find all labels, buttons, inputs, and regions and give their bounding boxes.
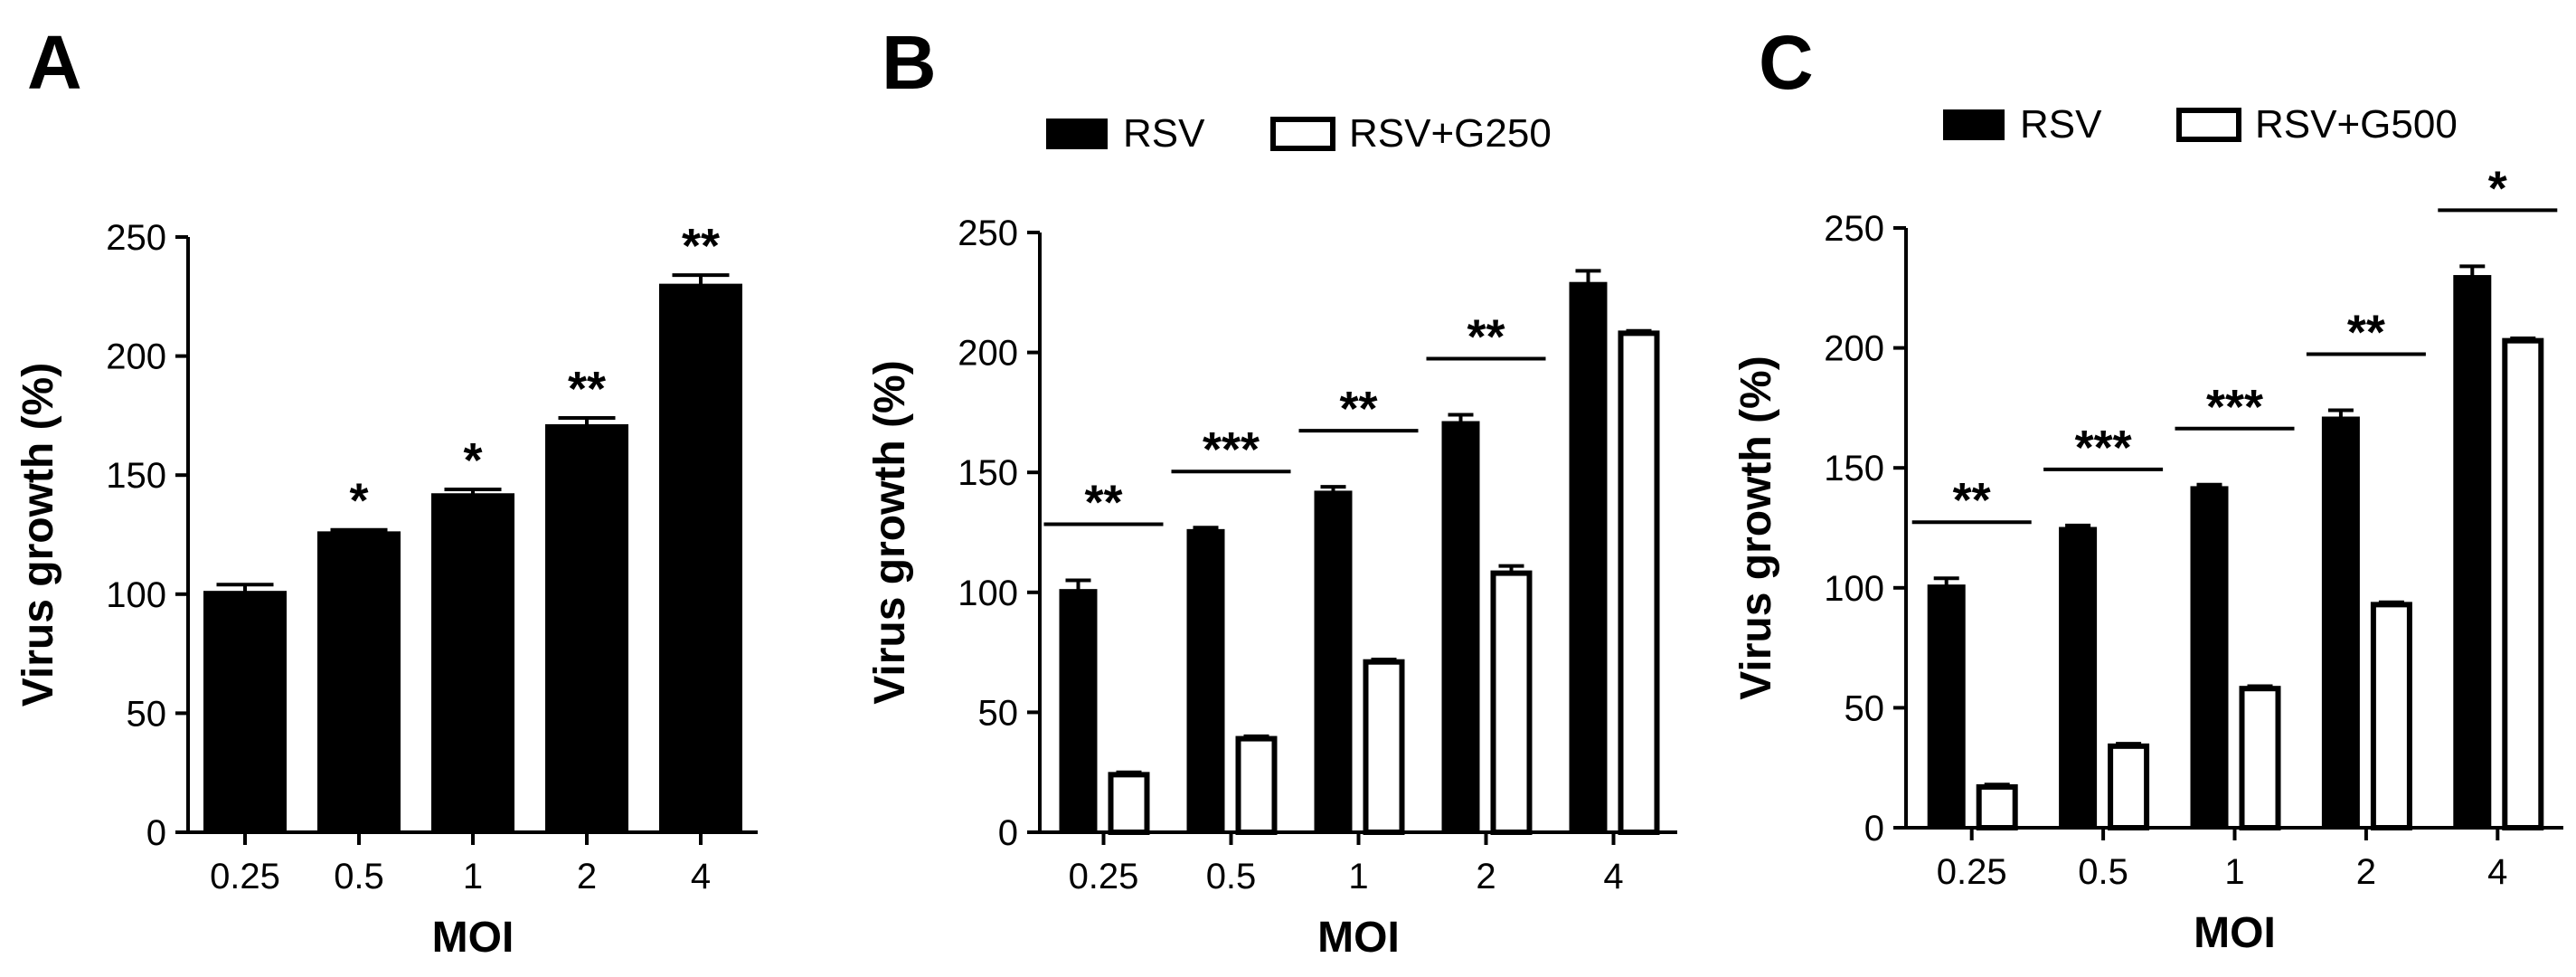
x-tick-label: 2 xyxy=(2356,852,2376,892)
y-tick-label: 150 xyxy=(106,456,166,496)
bar-rsv xyxy=(1186,528,1225,834)
significance-marker: ** xyxy=(2347,306,2385,360)
y-tick-label: 0 xyxy=(998,813,1018,853)
legend-swatch xyxy=(1270,117,1335,151)
bar-rsv-g250 xyxy=(1618,330,1660,836)
significance-marker: * xyxy=(2488,161,2507,215)
legend-label: RSV xyxy=(1123,111,1205,156)
significance-marker: *** xyxy=(2075,421,2132,475)
panel-letter: A xyxy=(27,20,82,105)
y-tick-label: 100 xyxy=(958,574,1018,613)
y-axis-label: Virus growth (%) xyxy=(1732,356,1780,699)
panel-b: B 0 50 100 150 200 250 Virus growth (%) MOI 0.25 *… xyxy=(866,20,1677,962)
y-tick-label: 100 xyxy=(1824,569,1884,609)
y-tick-label: 150 xyxy=(1824,449,1884,488)
panel-c: C 0 50 100 150 200 250 Virus growth (%) MOI 0.25 *… xyxy=(1732,20,2563,957)
x-tick-label: 4 xyxy=(2487,852,2507,892)
x-axis-label: MOI xyxy=(1317,914,1400,962)
y-tick-label: 250 xyxy=(106,218,166,258)
y-tick-label: 50 xyxy=(127,694,167,734)
legend-label: RSV+G250 xyxy=(1349,111,1552,156)
significance-marker: *** xyxy=(2206,380,2263,434)
bar-rsv-g500 xyxy=(2239,686,2281,831)
significance-marker: ** xyxy=(1953,473,1991,527)
legend-swatch xyxy=(1943,109,2005,140)
y-tick-label: 200 xyxy=(106,337,166,377)
y-axis-label: Virus growth (%) xyxy=(866,360,914,704)
x-tick-label: 1 xyxy=(1348,857,1368,896)
bar-rsv xyxy=(1314,490,1353,834)
x-tick-label: 0.5 xyxy=(334,857,384,896)
significance-marker: ** xyxy=(682,219,720,273)
x-tick-label: 0.5 xyxy=(1206,857,1257,896)
y-tick-label: 0 xyxy=(1864,809,1884,849)
bar-value xyxy=(431,493,514,833)
x-tick-label: 1 xyxy=(2224,852,2244,892)
bar-rsv-g250 xyxy=(1108,772,1150,835)
y-tick-label: 200 xyxy=(1824,329,1884,369)
x-tick-label: 4 xyxy=(1603,857,1623,896)
bar-rsv-g250 xyxy=(1490,570,1533,835)
bar-rsv xyxy=(1569,281,1608,833)
y-tick-label: 250 xyxy=(958,213,1018,253)
y-tick-label: 200 xyxy=(958,334,1018,374)
y-tick-label: 50 xyxy=(1845,688,1885,728)
x-tick-label: 0.25 xyxy=(1069,857,1139,896)
legend-swatch xyxy=(2176,108,2241,142)
y-tick-label: 50 xyxy=(978,693,1019,733)
bar-rsv-g250 xyxy=(1363,659,1405,836)
significance-marker: ** xyxy=(1084,476,1122,530)
bar-value xyxy=(203,591,287,834)
bar-rsv xyxy=(2321,416,2360,829)
bar-value xyxy=(545,423,628,833)
x-tick-label: 1 xyxy=(463,857,483,896)
x-axis-label: MOI xyxy=(432,914,514,962)
x-tick-label: 0.25 xyxy=(210,857,280,896)
significance-marker: * xyxy=(463,433,482,488)
bar-rsv-g500 xyxy=(1976,783,2018,831)
bar-rsv-g500 xyxy=(2370,602,2412,831)
significance-marker: ** xyxy=(1339,382,1377,436)
bar-rsv xyxy=(2190,486,2229,830)
legend-swatch xyxy=(1046,119,1108,149)
y-axis-label: Virus growth (%) xyxy=(14,363,62,707)
x-tick-label: 2 xyxy=(577,857,597,896)
bar-rsv xyxy=(2059,526,2098,829)
significance-marker: *** xyxy=(1203,422,1260,477)
bar-rsv-g500 xyxy=(2502,337,2544,831)
y-tick-label: 150 xyxy=(958,453,1018,493)
significance-marker: ** xyxy=(1467,310,1505,365)
y-tick-label: 250 xyxy=(1824,209,1884,249)
significance-marker: ** xyxy=(568,362,606,416)
legend-label: RSV+G500 xyxy=(2255,102,2458,147)
panel-letter: C xyxy=(1759,20,1814,105)
bar-rsv xyxy=(1059,589,1098,833)
x-tick-label: 4 xyxy=(691,857,711,896)
significance-marker: * xyxy=(349,474,368,528)
legend-label: RSV xyxy=(2020,102,2102,147)
bar-value xyxy=(317,531,401,833)
x-tick-label: 0.5 xyxy=(2078,852,2128,892)
y-tick-label: 0 xyxy=(146,813,166,853)
x-axis-label: MOI xyxy=(2194,909,2276,957)
panel-a: A 0 50 100 150 200 250 Virus growth (%) MOI 0.25 0… xyxy=(14,20,758,962)
bar-rsv xyxy=(1441,421,1480,833)
bar-value xyxy=(659,283,742,833)
panel-letter: B xyxy=(882,20,937,105)
bar-rsv xyxy=(1927,584,1966,829)
bar-rsv-g250 xyxy=(1235,735,1278,836)
y-tick-label: 100 xyxy=(106,575,166,615)
bar-rsv xyxy=(2453,275,2492,830)
x-tick-label: 0.25 xyxy=(1937,852,2007,892)
x-tick-label: 2 xyxy=(1476,857,1496,896)
bar-rsv-g500 xyxy=(2108,743,2150,830)
